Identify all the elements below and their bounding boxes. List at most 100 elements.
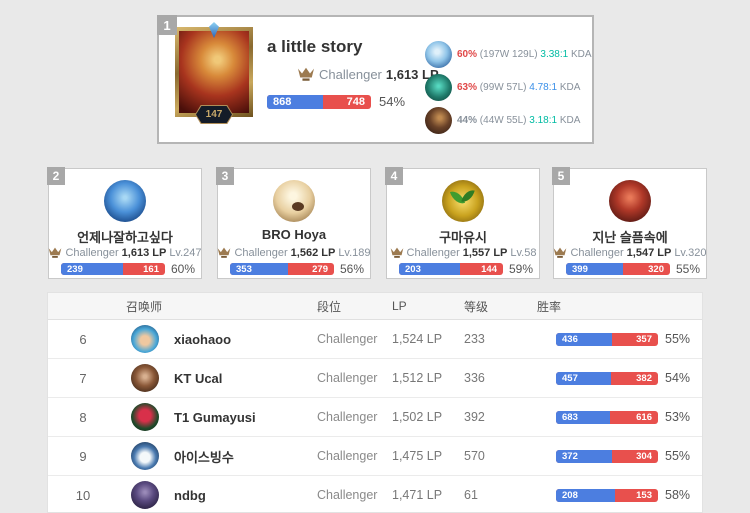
- kda-label: KDA: [570, 49, 592, 60]
- champion-stat-row[interactable]: 44% (44W 55L) 3.18:1 KDA: [425, 106, 593, 135]
- player-name[interactable]: a little story: [267, 37, 363, 56]
- winloss-row: 239 161 60%: [61, 262, 195, 276]
- header-lp: LP: [392, 299, 407, 313]
- winrate-label: 54%: [379, 94, 406, 109]
- winrate-label: 55%: [665, 332, 691, 346]
- player-avatar: [131, 481, 159, 509]
- winloss-row: 203 144 59%: [399, 262, 533, 276]
- row-rank: 7: [79, 370, 87, 386]
- champion-avatar: [425, 107, 452, 134]
- table-row[interactable]: 8 T1 Gumayusi Challenger 1,502 LP 392 68…: [48, 398, 702, 437]
- player-card-rank-4[interactable]: 4 구마유시 Challenger 1,557 LP Lv.58 203 144…: [385, 167, 540, 279]
- champion-record: (99W 57L): [479, 82, 527, 93]
- winrate-label: 56%: [340, 262, 365, 276]
- lp-value: 1,613 LP: [385, 66, 439, 82]
- player-card-rank-2[interactable]: 2 언제나잘하고싶다 Challenger 1,613 LP Lv.247 23…: [47, 167, 202, 279]
- player-avatar: [131, 364, 159, 392]
- kda-label: KDA: [559, 115, 581, 126]
- champion-kda: 3.18:1: [529, 115, 558, 126]
- kda-label: KDA: [559, 82, 581, 93]
- table-row[interactable]: 10 ndbg Challenger 1,471 LP 61 208 153 5…: [48, 476, 702, 512]
- table-row[interactable]: 9 아이스빙수 Challenger 1,475 LP 570 372 304 …: [48, 437, 702, 476]
- table-row[interactable]: 6 xiaohaoo Challenger 1,524 LP 233 436 3…: [48, 320, 702, 359]
- losses-count: 153: [636, 489, 652, 501]
- player-card-rank-5[interactable]: 5 지난 슬픔속에 Challenger 1,547 LP Lv.320 399…: [552, 167, 707, 279]
- tier-label: Challenger: [317, 449, 378, 463]
- champion-stat-row[interactable]: 60% (197W 129L) 3.38:1 KDA: [425, 40, 593, 69]
- tier-label: Challenger: [406, 246, 460, 259]
- champion-stats-list: 60% (197W 129L) 3.38:1 KDA 63% (99W 57L)…: [425, 40, 593, 135]
- challenger-crest-icon: [390, 247, 403, 258]
- player-card-rank-3[interactable]: 3 BRO Hoya Challenger 1,562 LP Lv.189 35…: [216, 167, 371, 279]
- winrate-label: 58%: [665, 488, 691, 502]
- level-value: 61: [464, 488, 478, 502]
- player-name[interactable]: BRO Hoya: [261, 227, 327, 242]
- losses-count: 304: [636, 450, 652, 462]
- champion-kda: 4.78:1: [529, 82, 558, 93]
- player-name[interactable]: xiaohaoo: [174, 331, 232, 347]
- header-tier: 段位: [317, 299, 342, 314]
- tier-line: Challenger 1,613 LP Lv.247: [49, 246, 202, 259]
- header-level: 等级: [464, 299, 489, 314]
- lp-value: 1,512 LP: [392, 371, 443, 385]
- top-player-info: a little story Challenger 1,613 LP 868 7…: [267, 37, 439, 109]
- lp-value: 1,471 LP: [392, 488, 443, 502]
- losses-count: 382: [636, 372, 652, 384]
- level-value: 570: [464, 449, 485, 463]
- wins-count: 208: [562, 489, 578, 501]
- player-name[interactable]: 아이스빙수: [174, 449, 234, 465]
- winloss-bar: 239 161: [61, 263, 165, 275]
- challenger-crest-icon: [218, 247, 231, 258]
- winloss-bar: 868 748: [267, 94, 371, 109]
- rank-badge: 4: [385, 167, 403, 185]
- row-rank: 6: [79, 331, 87, 347]
- gem-icon: [209, 22, 219, 38]
- wins-count: 239: [67, 263, 83, 275]
- tier-label: Challenger: [570, 246, 624, 259]
- level-value: 392: [464, 410, 485, 424]
- losses-count: 320: [648, 263, 664, 275]
- winloss-bar: 372 304: [556, 449, 658, 463]
- winrate-label: 60%: [171, 262, 196, 276]
- player-avatar: [104, 180, 146, 222]
- tier-line: Challenger 1,557 LP Lv.58: [387, 246, 539, 259]
- tier-label: Challenger: [319, 66, 382, 82]
- lp-value: 1,502 LP: [392, 410, 443, 424]
- player-avatar: [273, 180, 315, 222]
- level-label: Lv.320: [674, 246, 707, 259]
- player-name[interactable]: 지난 슬픔속에: [592, 230, 668, 245]
- rank-badge: 3: [216, 167, 234, 185]
- champion-winrate: 63%: [457, 82, 478, 93]
- lp-value: 1,524 LP: [392, 332, 443, 346]
- champion-stat-row[interactable]: 63% (99W 57L) 4.78:1 KDA: [425, 73, 593, 102]
- row-rank: 10: [75, 487, 91, 503]
- level-label: Lv.58: [510, 246, 537, 259]
- losses-count: 357: [636, 333, 652, 345]
- header-summoner: 召唤师: [126, 299, 163, 314]
- tier-label: Challenger: [317, 488, 378, 502]
- player-name[interactable]: 구마유시: [439, 230, 487, 245]
- player-name[interactable]: 언제나잘하고싶다: [77, 230, 173, 245]
- tier-label: Challenger: [317, 410, 378, 424]
- winloss-bar: 399 320: [566, 263, 670, 275]
- player-avatar: [609, 180, 651, 222]
- level-label: Lv.247: [169, 246, 202, 259]
- table-row[interactable]: 7 KT Ucal Challenger 1,512 LP 336 457 38…: [48, 359, 702, 398]
- table-header: 召唤师 段位 LP 等级 胜率: [48, 293, 702, 320]
- tier-line: Challenger 1,613 LP: [297, 66, 439, 82]
- winloss-row: 353 279 56%: [230, 262, 364, 276]
- player-name[interactable]: T1 Gumayusi: [174, 409, 256, 425]
- winloss-bar: 208 153: [556, 488, 658, 502]
- winloss-bar: 353 279: [230, 263, 334, 275]
- player-name[interactable]: KT Ucal: [174, 370, 223, 386]
- top-player-card[interactable]: 1 147 a little story Challenger 1,613 LP…: [157, 15, 594, 144]
- player-name[interactable]: ndbg: [174, 487, 206, 503]
- tier-line: Challenger 1,547 LP Lv.320: [554, 246, 707, 259]
- wins-count: 436: [562, 333, 578, 345]
- tier-label: Challenger: [317, 332, 378, 346]
- winrate-label: 54%: [665, 371, 691, 385]
- level-value: 233: [464, 332, 485, 346]
- player-avatar: [131, 442, 159, 470]
- champion-winrate: 60%: [457, 49, 478, 60]
